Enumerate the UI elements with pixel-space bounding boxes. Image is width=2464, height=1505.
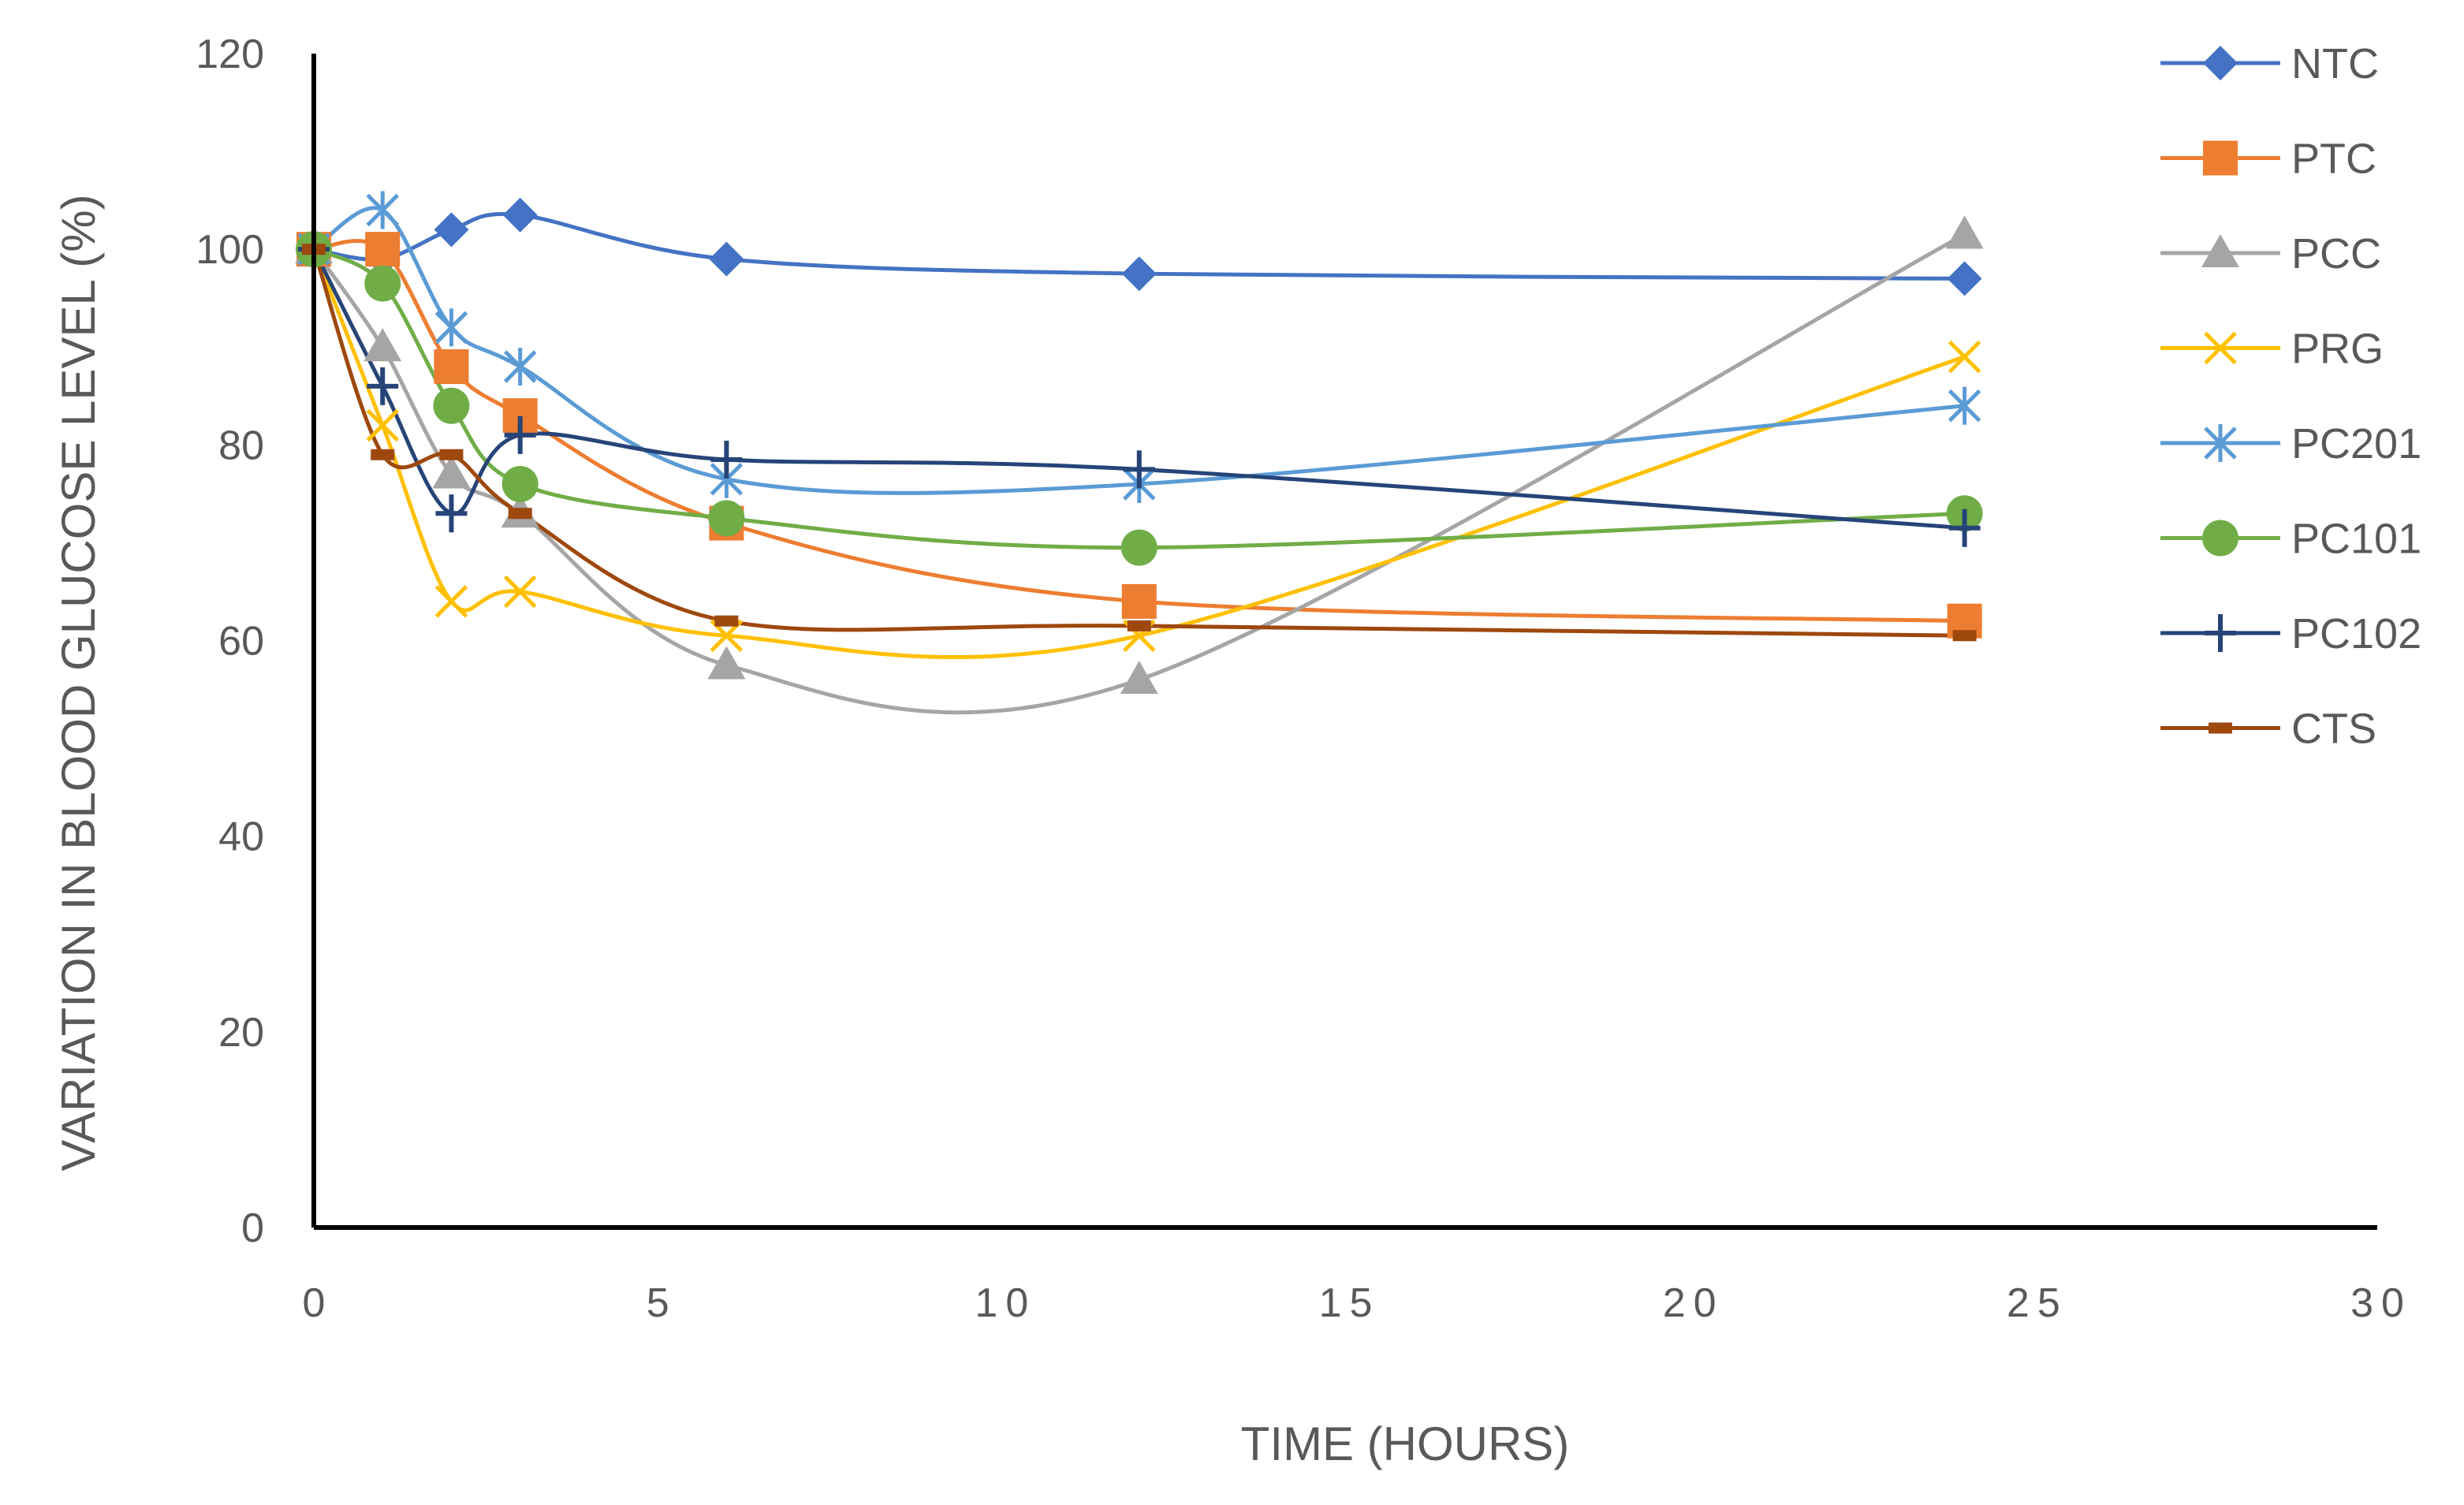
- legend-item-cts: CTS: [2160, 706, 2376, 753]
- data-point-cts: [1952, 630, 1977, 642]
- data-point-cts: [508, 508, 532, 520]
- data-point-pc101: [1120, 529, 1157, 566]
- y-tick-label: 60: [218, 619, 264, 665]
- x-tick-label: 25: [2007, 1280, 2068, 1326]
- data-point-ntc: [709, 241, 744, 277]
- data-point-pc101: [501, 465, 539, 502]
- legend-marker-prg: [2204, 331, 2237, 365]
- x-tick-label: 15: [1319, 1280, 1381, 1326]
- legend-item-pc201: PC201: [2160, 420, 2421, 468]
- data-point-pcc: [707, 646, 746, 680]
- legend-marker-cts: [2209, 722, 2232, 734]
- x-tick-label: 5: [647, 1280, 677, 1326]
- x-tick-label: 10: [975, 1280, 1036, 1326]
- data-point-pc101: [708, 500, 745, 537]
- data-point-prg: [503, 575, 537, 609]
- legend: NTC PTC PCC PRG PC201 PC101 PC102 CTS: [2160, 40, 2421, 753]
- series-line-pc201: [312, 206, 1965, 495]
- series-markers: [295, 191, 1984, 695]
- data-point-ptc: [365, 232, 401, 267]
- y-tick-label: 100: [196, 227, 264, 273]
- data-point-pcc: [363, 328, 402, 362]
- legend-marker-pcc: [2201, 234, 2239, 267]
- x-axis-title: TIME (HOURS): [1241, 1417, 1570, 1470]
- y-tick-label: 120: [196, 32, 264, 77]
- y-tick-label: 40: [218, 814, 264, 860]
- data-point-pc102: [435, 494, 468, 533]
- legend-label: PC102: [2291, 610, 2421, 658]
- legend-label: CTS: [2291, 706, 2376, 753]
- data-point-pc201: [1948, 386, 1981, 425]
- data-point-pc102: [367, 367, 399, 405]
- data-point-ptc: [1121, 583, 1157, 619]
- data-point-pcc: [432, 455, 471, 489]
- data-point-pc102: [504, 415, 536, 454]
- data-point-ntc: [1121, 256, 1157, 292]
- legend-item-pc101: PC101: [2160, 516, 2421, 563]
- data-point-cts: [1127, 620, 1151, 631]
- data-point-ntc: [502, 197, 538, 233]
- data-point-cts: [714, 615, 739, 627]
- data-point-pc102: [710, 440, 743, 479]
- legend-marker-pc102: [2205, 614, 2236, 652]
- legend-label: PRG: [2291, 326, 2384, 373]
- y-tick-label: 0: [241, 1205, 264, 1251]
- x-axis-ticks: 0 5 10 15 20 25 30: [303, 1280, 2412, 1326]
- legend-item-pcc: PCC: [2160, 230, 2381, 278]
- data-point-pc201: [434, 308, 468, 347]
- y-tick-label: 20: [218, 1010, 264, 1056]
- legend-label: PC201: [2291, 420, 2421, 468]
- data-point-pcc: [1120, 661, 1158, 695]
- y-axis-ticks: 0 20 40 60 80 100 120: [196, 32, 264, 1251]
- data-point-prg: [434, 585, 468, 618]
- legend-item-ntc: NTC: [2160, 40, 2379, 88]
- data-point-cts: [371, 449, 395, 460]
- x-tick-label: 20: [1663, 1280, 1724, 1326]
- legend-item-prg: PRG: [2160, 326, 2384, 373]
- legend-item-ptc: PTC: [2160, 136, 2376, 183]
- y-axis-title: VARIATION IN BLOOD GLUCOSE LEVEL (%): [52, 194, 105, 1171]
- legend-item-pc102: PC102: [2160, 610, 2421, 658]
- x-tick-label: 30: [2350, 1280, 2412, 1326]
- legend-label: PCC: [2291, 230, 2381, 278]
- legend-marker-ntc: [2203, 46, 2238, 80]
- axes: [311, 54, 2377, 1230]
- x-tick-label: 0: [303, 1280, 334, 1326]
- data-point-pc102: [1948, 508, 1981, 547]
- data-point-cts: [439, 449, 464, 460]
- data-point-pc201: [503, 348, 537, 386]
- data-point-ptc: [434, 349, 469, 385]
- data-point-pc101: [433, 387, 470, 424]
- series-line-cts: [311, 248, 1965, 638]
- series-line-pc102: [311, 248, 1965, 531]
- data-point-pc101: [364, 265, 401, 302]
- data-point-ntc: [434, 212, 469, 248]
- data-point-pc102: [1123, 450, 1155, 489]
- legend-marker-ptc: [2203, 140, 2238, 176]
- data-point-pc201: [366, 191, 400, 229]
- y-tick-label: 80: [218, 423, 264, 468]
- legend-marker-pc101: [2202, 520, 2238, 557]
- data-point-ntc: [1947, 261, 1982, 296]
- legend-label: NTC: [2291, 40, 2379, 88]
- legend-label: PTC: [2291, 136, 2376, 183]
- data-point-prg: [366, 408, 400, 442]
- legend-marker-pc201: [2204, 424, 2237, 462]
- legend-label: PC101: [2291, 516, 2421, 563]
- data-point-pcc: [1945, 215, 1984, 249]
- data-point-prg: [1948, 340, 1981, 374]
